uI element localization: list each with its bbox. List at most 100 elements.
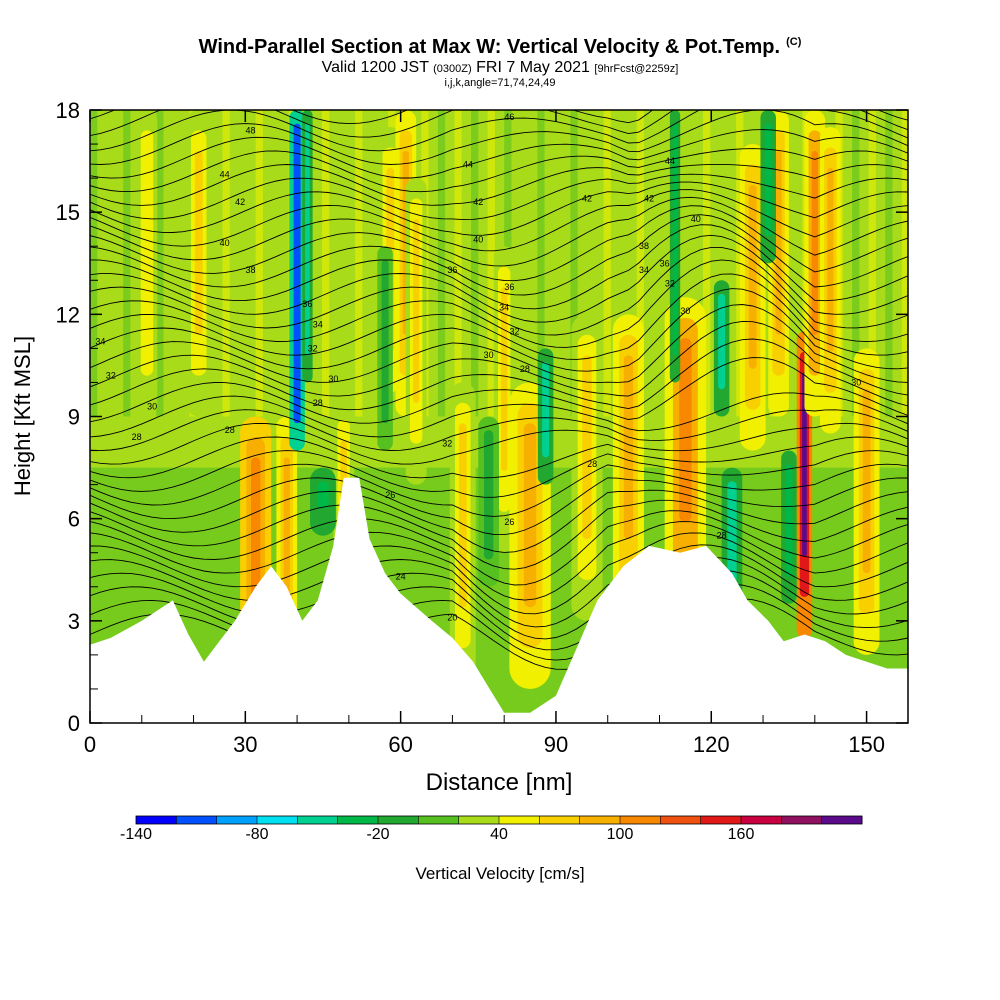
terrain-mask bbox=[90, 477, 908, 723]
updraft-core-inner bbox=[523, 423, 537, 608]
field-streak bbox=[901, 110, 908, 417]
field-streak bbox=[487, 110, 495, 417]
theta-contour-label: 28 bbox=[520, 364, 530, 374]
field-streak bbox=[636, 110, 644, 417]
theta-contour-label: 34 bbox=[499, 303, 509, 313]
theta-contour-line bbox=[90, 477, 908, 536]
forecast-info: [9hrFcst@2259z] bbox=[594, 63, 679, 75]
theta-contour-line bbox=[90, 288, 908, 372]
theta-contour-label: 44 bbox=[665, 156, 675, 166]
updraft-core-inner bbox=[458, 423, 467, 608]
field-streak bbox=[371, 110, 379, 417]
section-params: i,j,k,angle=71,74,24,49 bbox=[444, 77, 556, 89]
chart-title: Wind-Parallel Section at Max W: Vertical… bbox=[0, 36, 1000, 59]
theta-contour-line bbox=[90, 556, 908, 640]
theta-contour-label: 26 bbox=[504, 517, 514, 527]
colorbar-swatch bbox=[216, 816, 258, 824]
valid-utc: (0300Z) bbox=[433, 63, 472, 75]
theta-contour-line bbox=[90, 320, 908, 397]
theta-contour-label: 30 bbox=[328, 374, 338, 384]
colorbar-tick-label: 160 bbox=[727, 826, 755, 843]
colorbar-swatch bbox=[378, 816, 419, 824]
theta-contour-label: 40 bbox=[220, 238, 230, 248]
colorbar-swatch bbox=[297, 816, 339, 824]
theta-contour-label: 32 bbox=[510, 326, 520, 336]
field-streak bbox=[471, 110, 479, 417]
colorbar-swatch bbox=[781, 816, 823, 824]
chart-subtitle: Valid 1200 JST (0300Z) FRI 7 May 2021 [9… bbox=[0, 59, 1000, 77]
field-streak bbox=[570, 110, 578, 417]
theta-contour-label: 42 bbox=[582, 194, 592, 204]
updraft-core-inner bbox=[811, 150, 818, 335]
colorbar-swatch bbox=[418, 816, 460, 824]
field-streak bbox=[106, 110, 114, 417]
updraft-core-inner bbox=[679, 338, 692, 523]
x-tick-label: 90 bbox=[544, 732, 568, 757]
theta-contour-label: 46 bbox=[504, 112, 514, 122]
y-tick-label: 0 bbox=[68, 711, 80, 736]
updraft-core-inner bbox=[194, 150, 203, 335]
theta-contour-line bbox=[90, 463, 908, 517]
colorbar-swatch bbox=[176, 816, 218, 824]
downdraft-core-inner bbox=[483, 430, 494, 560]
downdraft-core-inner bbox=[381, 259, 389, 424]
theta-contour-label: 34 bbox=[313, 320, 323, 330]
theta-contour-label: 36 bbox=[660, 258, 670, 268]
field-streak bbox=[868, 110, 876, 417]
field-streak bbox=[852, 110, 860, 417]
colorbar bbox=[135, 815, 863, 825]
valid-prefix: Valid 1200 JST bbox=[321, 59, 429, 76]
field-streak bbox=[338, 110, 346, 417]
theta-contour-label: 40 bbox=[691, 214, 701, 224]
colorbar-swatch bbox=[579, 816, 621, 824]
field-streak bbox=[156, 110, 164, 417]
field-streak bbox=[785, 110, 794, 417]
y-tick-label: 15 bbox=[56, 200, 80, 225]
field-streak bbox=[90, 110, 98, 417]
downdraft-core-inner bbox=[542, 362, 550, 458]
title-main: Wind-Parallel Section at Max W: Vertical… bbox=[198, 36, 781, 58]
theta-contour-label: 34 bbox=[639, 265, 649, 275]
y-axis-label: Height [Kft MSL] bbox=[10, 336, 35, 496]
theta-contour-line bbox=[90, 148, 908, 193]
theta-contour-label: 30 bbox=[484, 350, 494, 360]
theta-contour-label: 20 bbox=[447, 612, 457, 622]
colorbar-tick-label: 40 bbox=[490, 826, 508, 843]
updraft-core-inner bbox=[748, 184, 757, 369]
downdraft-core-inner bbox=[293, 123, 301, 424]
theta-contour-line bbox=[90, 450, 908, 498]
title-unit-mark: (C) bbox=[786, 36, 802, 48]
theta-contour-line bbox=[90, 544, 908, 628]
colorbar-tick-label: -140 bbox=[119, 826, 153, 843]
theta-contour-label: 42 bbox=[235, 197, 245, 207]
theta-contour-label: 34 bbox=[95, 337, 105, 347]
colorbar-title: Vertical Velocity [cm/s] bbox=[415, 864, 585, 883]
theta-contour-label: 28 bbox=[225, 425, 235, 435]
theta-contour-label: 30 bbox=[147, 401, 157, 411]
theta-contour-label: 28 bbox=[717, 531, 727, 541]
theta-contour-label: 36 bbox=[504, 282, 514, 292]
field-streak bbox=[437, 110, 446, 417]
colorbar-swatch bbox=[620, 816, 661, 824]
theta-contour-labels: 34 32 30 28 28 38 40 42 44 48 36 34 32 30 28 26 24 20 32 36… bbox=[95, 112, 861, 623]
field-streak bbox=[719, 110, 727, 417]
valid-date: FRI 7 May 2021 bbox=[476, 59, 590, 76]
theta-contour-line bbox=[90, 189, 908, 252]
theta-contour-line bbox=[90, 598, 908, 670]
field-streak bbox=[239, 110, 247, 417]
downdraft-core-inner bbox=[785, 464, 793, 577]
theta-contour-label: 30 bbox=[680, 306, 690, 316]
theta-contour-label: 40 bbox=[473, 234, 483, 244]
theta-contour-label: 28 bbox=[587, 459, 597, 469]
theta-contour-line bbox=[90, 163, 908, 206]
theta-contour-label: 32 bbox=[106, 371, 116, 381]
colorbar-swatch bbox=[821, 816, 863, 824]
theta-contour-label: 26 bbox=[385, 490, 395, 500]
downdraft-core-inner bbox=[305, 123, 310, 356]
theta-contour-label: 28 bbox=[132, 432, 142, 442]
field-streak bbox=[603, 110, 611, 417]
theta-contour-line bbox=[90, 510, 908, 586]
field-streak bbox=[454, 110, 462, 417]
velocity-field bbox=[90, 110, 908, 723]
downdraft-core-inner bbox=[672, 123, 678, 356]
